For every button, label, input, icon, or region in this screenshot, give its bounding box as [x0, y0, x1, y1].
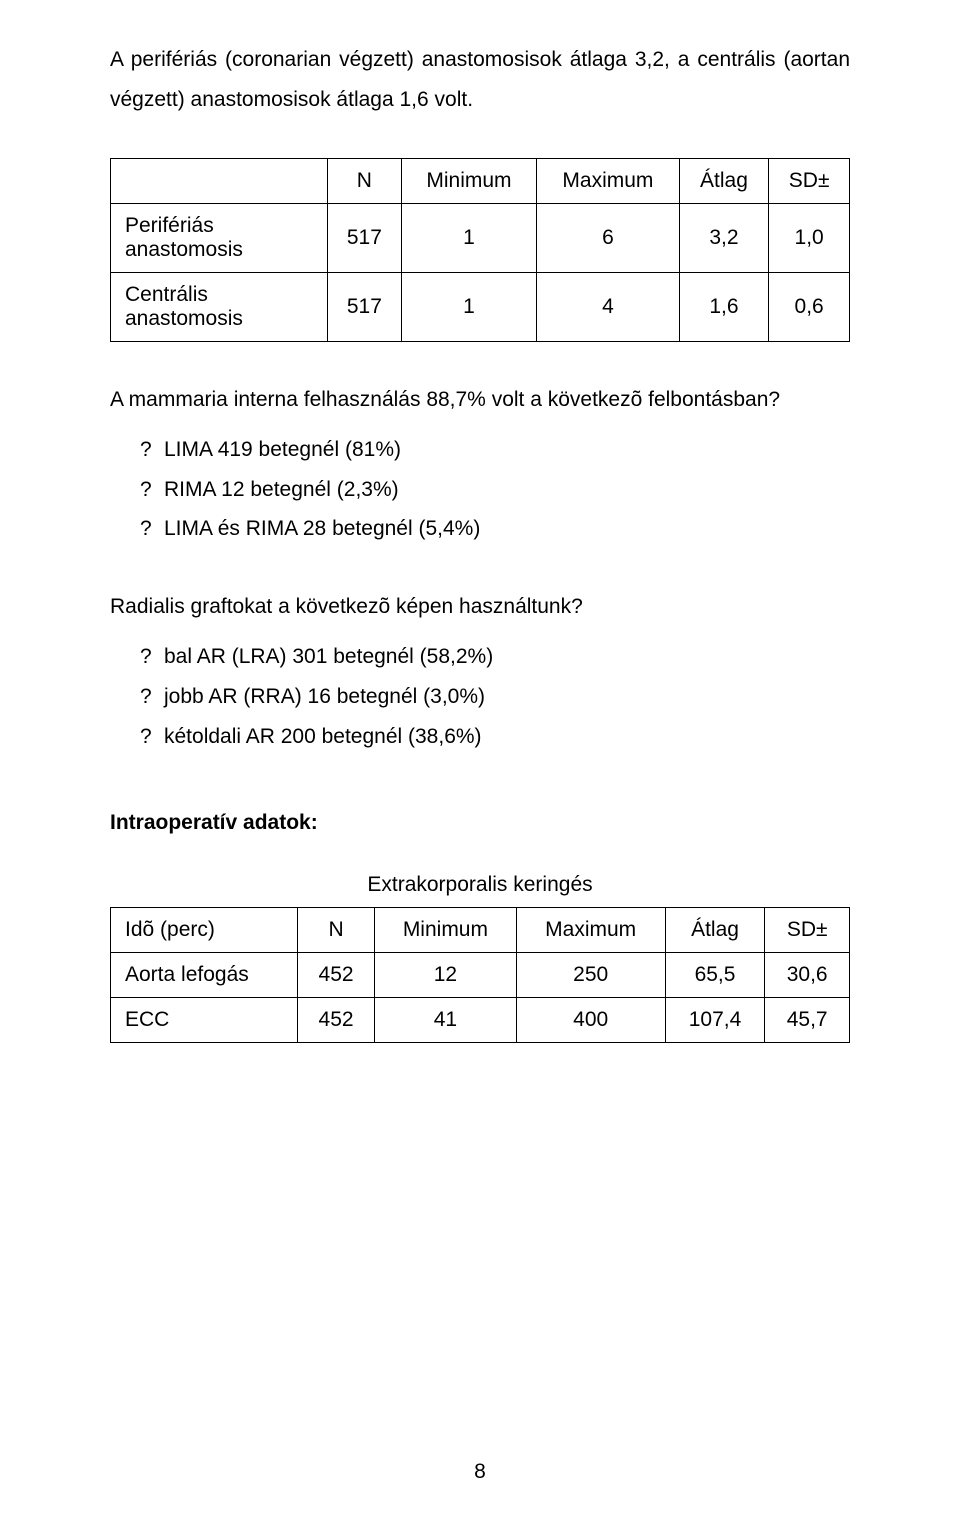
- mammaria-paragraph: A mammaria interna felhasználás 88,7% vo…: [110, 380, 850, 420]
- cell: 0,6: [769, 272, 850, 341]
- table-row: Perifériás anastomosis 517 1 6 3,2 1,0: [111, 203, 850, 272]
- page-number: 8: [0, 1460, 960, 1484]
- list-item: jobb AR (RRA) 16 betegnél (3,0%): [110, 677, 850, 717]
- col-n: N: [298, 907, 375, 952]
- intraoperative-heading: Intraoperatív adatok:: [110, 811, 850, 835]
- radialis-paragraph: Radialis graftokat a következõ képen has…: [110, 587, 850, 627]
- col-avg: Átlag: [679, 158, 769, 203]
- cell: 65,5: [665, 952, 765, 997]
- col-max: Maximum: [537, 158, 680, 203]
- row-label: Aorta lefogás: [111, 952, 298, 997]
- list-item: LIMA 419 betegnél (81%): [110, 430, 850, 470]
- intro-paragraph: A perifériás (coronarian végzett) anasto…: [110, 40, 850, 120]
- list-item: LIMA és RIMA 28 betegnél (5,4%): [110, 509, 850, 549]
- cell: 1,0: [769, 203, 850, 272]
- cell: 107,4: [665, 997, 765, 1042]
- cell: 452: [298, 952, 375, 997]
- row-label: Perifériás anastomosis: [111, 203, 328, 272]
- table-row: Centrális anastomosis 517 1 4 1,6 0,6: [111, 272, 850, 341]
- col-min: Minimum: [375, 907, 517, 952]
- table-row: ECC 452 41 400 107,4 45,7: [111, 997, 850, 1042]
- document-page: A perifériás (coronarian végzett) anasto…: [0, 0, 960, 1518]
- cell: 4: [537, 272, 680, 341]
- cell: 12: [375, 952, 517, 997]
- cell: 250: [516, 952, 665, 997]
- table2-caption: Extrakorporalis keringés: [110, 873, 850, 897]
- col-max: Maximum: [516, 907, 665, 952]
- table-header-row: N Minimum Maximum Átlag SD±: [111, 158, 850, 203]
- row-label: ECC: [111, 997, 298, 1042]
- cell: 1: [401, 272, 536, 341]
- extracorporeal-table: Idõ (perc) N Minimum Maximum Átlag SD± A…: [110, 907, 850, 1043]
- cell: 30,6: [765, 952, 850, 997]
- cell: 41: [375, 997, 517, 1042]
- row-label: Centrális anastomosis: [111, 272, 328, 341]
- col-sd: SD±: [765, 907, 850, 952]
- col-avg: Átlag: [665, 907, 765, 952]
- table-row: Aorta lefogás 452 12 250 65,5 30,6: [111, 952, 850, 997]
- list-item: RIMA 12 betegnél (2,3%): [110, 470, 850, 510]
- mammaria-list: LIMA 419 betegnél (81%) RIMA 12 betegnél…: [110, 430, 850, 550]
- col-empty: [111, 158, 328, 203]
- cell: 400: [516, 997, 665, 1042]
- radialis-list: bal AR (LRA) 301 betegnél (58,2%) jobb A…: [110, 637, 850, 757]
- col-min: Minimum: [401, 158, 536, 203]
- cell: 517: [328, 203, 402, 272]
- list-item: kétoldali AR 200 betegnél (38,6%): [110, 717, 850, 757]
- col-n: N: [328, 158, 402, 203]
- cell: 1: [401, 203, 536, 272]
- cell: 45,7: [765, 997, 850, 1042]
- col-sd: SD±: [769, 158, 850, 203]
- cell: 6: [537, 203, 680, 272]
- col-time: Idõ (perc): [111, 907, 298, 952]
- list-item: bal AR (LRA) 301 betegnél (58,2%): [110, 637, 850, 677]
- table-header-row: Idõ (perc) N Minimum Maximum Átlag SD±: [111, 907, 850, 952]
- cell: 3,2: [679, 203, 769, 272]
- cell: 517: [328, 272, 402, 341]
- anastomosis-table: N Minimum Maximum Átlag SD± Perifériás a…: [110, 158, 850, 342]
- cell: 1,6: [679, 272, 769, 341]
- cell: 452: [298, 997, 375, 1042]
